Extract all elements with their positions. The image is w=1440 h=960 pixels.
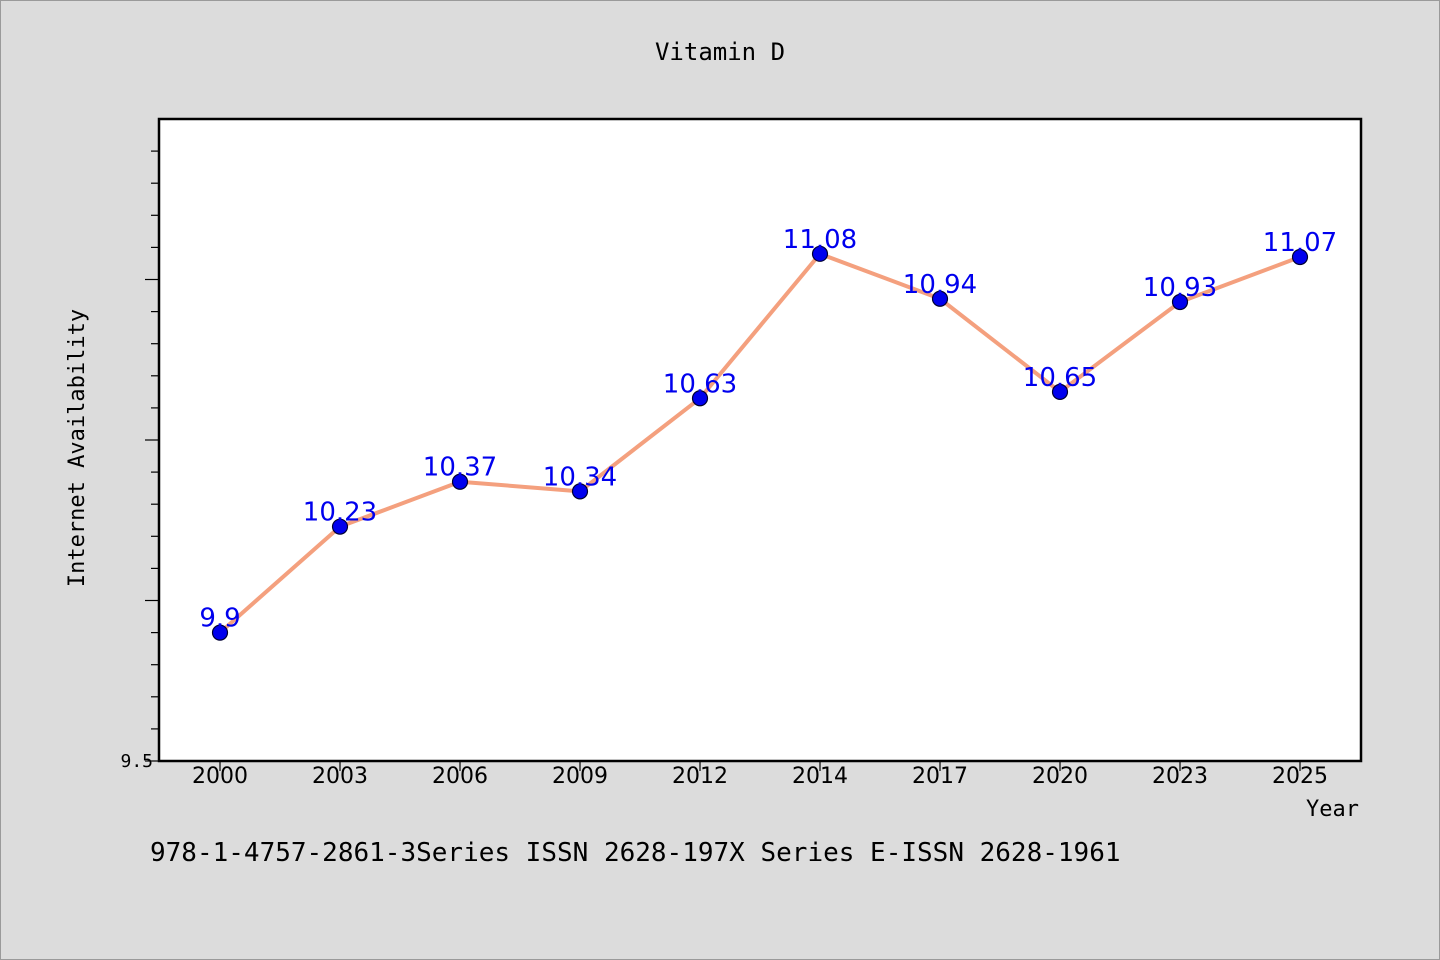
y-axis-tick-labels: 9.5	[120, 751, 153, 772]
plot-area	[157, 117, 1363, 763]
x-tick-label: 2014	[792, 764, 848, 789]
data-point	[931, 290, 949, 307]
data-label: 10.37	[423, 453, 497, 483]
data-label: 10.34	[543, 462, 617, 492]
data-point-markers	[211, 245, 1309, 641]
data-point	[451, 473, 469, 490]
x-tick-label: 2009	[552, 764, 608, 789]
data-point	[1291, 248, 1309, 266]
data-labels: 9.9 10.23 10.37 10.34 10.63 11.08 10.94 10.65 10…	[199, 225, 1337, 634]
data-point	[211, 624, 229, 641]
x-tick-label: 2020	[1032, 764, 1088, 789]
y-axis-label: Internet Availability	[65, 309, 90, 587]
data-label: 10.93	[1143, 273, 1217, 303]
chart-title: Vitamin D	[655, 38, 785, 66]
data-label: 11.08	[783, 225, 857, 255]
data-point	[811, 245, 829, 262]
data-label: 10.63	[663, 369, 737, 399]
x-tick-label: 2017	[912, 764, 968, 789]
data-point	[571, 483, 589, 500]
series-line	[218, 251, 1302, 635]
x-tick-label: 2003	[312, 764, 368, 789]
x-axis-label: Year	[1306, 797, 1359, 822]
x-tick-label: 2000	[192, 764, 248, 789]
y-tick-label: 9.5	[120, 751, 153, 772]
data-point	[691, 390, 709, 407]
data-point	[1051, 383, 1069, 400]
x-tick-label: 2023	[1152, 764, 1208, 789]
data-point	[331, 518, 349, 535]
data-point	[1171, 293, 1189, 311]
data-label: 9.9	[199, 604, 240, 634]
footer-isbn-text: 978-1-4757-2861-3Series ISSN 2628-197X S…	[150, 838, 1121, 868]
x-axis-tick-labels: 2000 2003 2006 2009 2012 2014 2017 2020 2023 2025	[192, 764, 1328, 789]
x-axis-ticks	[219, 761, 1301, 771]
data-label: 10.23	[303, 498, 377, 528]
x-tick-label: 2006	[432, 764, 488, 789]
data-label: 10.65	[1023, 363, 1097, 393]
data-label: 10.94	[903, 270, 977, 300]
data-label: 11.07	[1263, 228, 1337, 258]
x-tick-label: 2012	[672, 764, 728, 789]
y-axis-ticks	[145, 150, 159, 762]
x-tick-label: 2025	[1272, 764, 1328, 789]
